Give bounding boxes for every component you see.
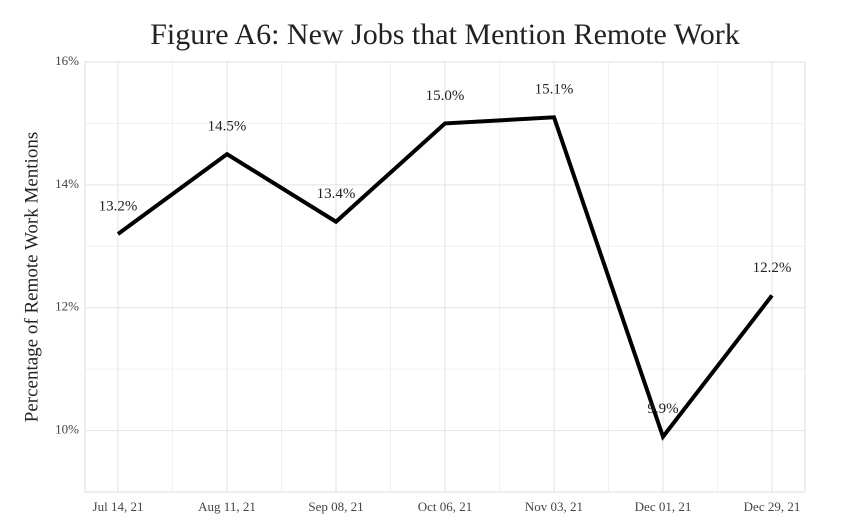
data-label: 15.0% bbox=[426, 88, 465, 104]
x-tick-label: Jul 14, 21 bbox=[93, 499, 144, 514]
x-tick-label: Dec 01, 21 bbox=[635, 499, 692, 514]
y-tick-label: 14% bbox=[55, 176, 79, 191]
y-axis-label: Percentage of Remote Work Mentions bbox=[21, 132, 42, 422]
chart-title: Figure A6: New Jobs that Mention Remote … bbox=[150, 18, 739, 51]
x-tick-label: Nov 03, 21 bbox=[525, 499, 583, 514]
data-label: 13.4% bbox=[317, 186, 356, 202]
x-tick-label: Aug 11, 21 bbox=[198, 499, 256, 514]
data-label: 15.1% bbox=[535, 82, 574, 98]
y-tick-label: 12% bbox=[55, 299, 79, 314]
data-label: 14.5% bbox=[208, 119, 247, 135]
x-tick-label: Sep 08, 21 bbox=[308, 499, 363, 514]
data-label: 12.2% bbox=[753, 260, 792, 276]
y-tick-label: 10% bbox=[55, 422, 79, 437]
x-tick-label: Oct 06, 21 bbox=[418, 499, 473, 514]
line bbox=[116, 115, 774, 441]
x-tick-label: Dec 29, 21 bbox=[744, 499, 801, 514]
data-label: 13.2% bbox=[99, 198, 138, 214]
y-tick-label: 16% bbox=[55, 53, 79, 68]
data-label: 9.9% bbox=[647, 401, 678, 417]
